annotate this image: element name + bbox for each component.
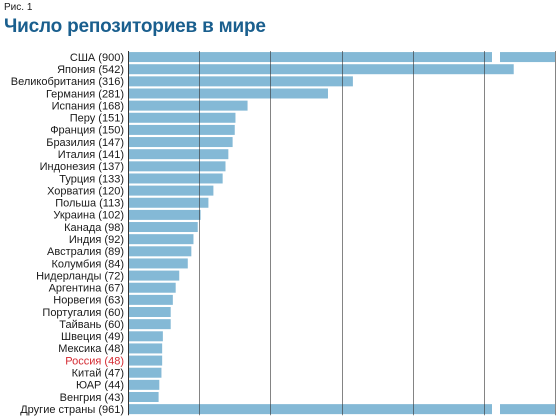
category-label-8: Италия (141): [58, 149, 124, 161]
bar-29: [128, 404, 492, 415]
bar-1: [128, 64, 514, 75]
bar-0-continuation: [500, 52, 555, 63]
category-label-15: Индия (92): [69, 234, 124, 246]
bar-24: [128, 343, 163, 354]
category-label-12: Польша (113): [55, 198, 124, 210]
category-label-14: Канада (98): [64, 222, 124, 234]
bar-10: [128, 173, 223, 184]
figure-label: Рис. 1: [4, 2, 33, 13]
bar-16: [128, 246, 192, 257]
bar-6: [128, 124, 235, 135]
bar-12: [128, 197, 209, 208]
category-label-20: Норвегия (63): [53, 295, 124, 307]
bar-2: [128, 76, 353, 87]
category-label-1: Япония (542): [57, 64, 124, 76]
bar-25: [128, 355, 163, 366]
category-label-6: Франция (150): [50, 125, 124, 137]
category-label-11: Хорватия (120): [47, 185, 124, 197]
bar-7: [128, 137, 233, 148]
category-label-5: Перу (151): [70, 113, 124, 125]
bar-8: [128, 149, 229, 160]
category-label-10: Турция (133): [59, 173, 124, 185]
bar-15: [128, 234, 194, 245]
category-label-28: Венгрия (43): [60, 392, 124, 404]
bar-21: [128, 307, 171, 318]
category-label-27: ЮАР (44): [76, 380, 124, 392]
bar-9: [128, 161, 226, 172]
bar-28: [128, 391, 159, 402]
category-label-23: Швеция (49): [61, 331, 124, 343]
bar-17: [128, 258, 188, 269]
bar-29-continuation: [500, 404, 555, 415]
bar-5: [128, 112, 236, 123]
bar-11: [128, 185, 214, 196]
bar-18: [128, 270, 180, 281]
category-label-16: Австралия (89): [47, 246, 124, 258]
category-label-0: США (900): [70, 52, 124, 64]
category-label-17: Колумбия (84): [51, 258, 124, 270]
bar-22: [128, 319, 171, 330]
category-label-21: Португалия (60): [42, 307, 124, 319]
bar-20: [128, 294, 173, 305]
category-label-9: Индонезия (137): [40, 161, 124, 173]
category-label-19: Аргентина (67): [49, 283, 124, 295]
bar-27: [128, 379, 160, 390]
bar-3: [128, 88, 328, 99]
category-label-7: Бразилия (147): [46, 137, 124, 149]
category-label-18: Нидерланды (72): [36, 270, 124, 282]
bar-14: [128, 222, 198, 233]
category-label-3: Германия (281): [46, 88, 124, 100]
bar-26: [128, 367, 162, 378]
category-label-2: Великобритания (316): [11, 76, 124, 88]
category-label-24: Мексика (48): [58, 343, 124, 355]
category-label-13: Украина (102): [53, 210, 124, 222]
category-label-22: Тайвань (60): [59, 319, 124, 331]
category-label-26: Китай (47): [72, 368, 124, 380]
category-label-4: Испания (168): [52, 100, 124, 112]
category-label-29: Другие страны (961): [20, 404, 124, 416]
bar-0: [128, 52, 492, 63]
bar-19: [128, 282, 176, 293]
chart-title: Число репозиториев в мире: [4, 16, 266, 37]
bar-4: [128, 100, 248, 111]
category-label-25: Россия (48): [65, 355, 124, 367]
bar-23: [128, 331, 163, 342]
bar-13: [128, 209, 201, 220]
